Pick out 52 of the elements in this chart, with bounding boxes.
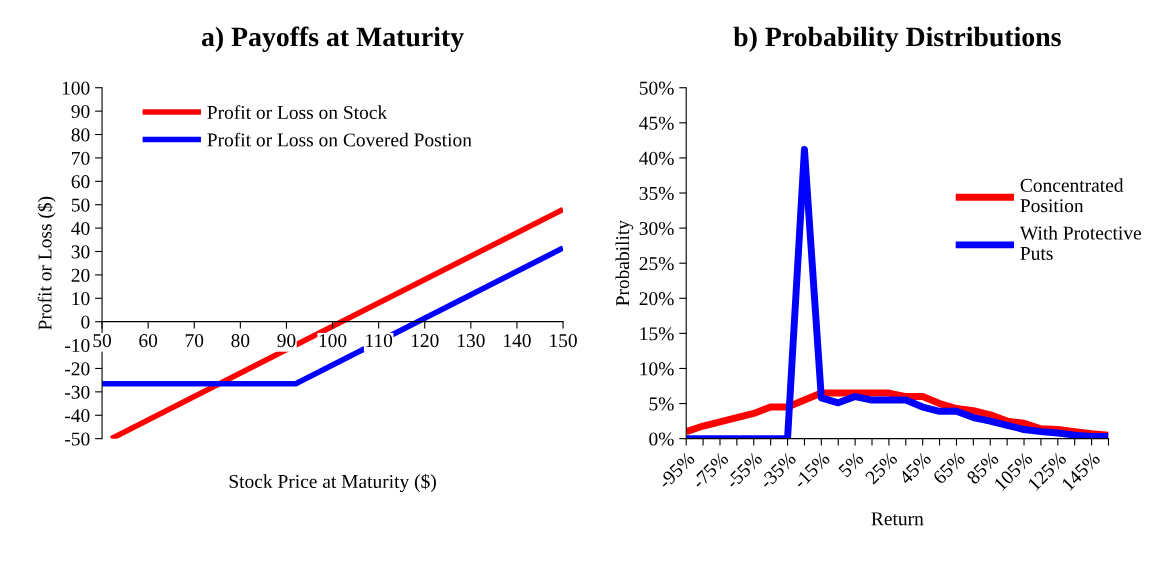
x-tick-label: 70 [185, 334, 204, 348]
y-tick-label: 20% [639, 292, 674, 306]
y-tick-label: 50 [71, 198, 90, 212]
x-tick-label: 65% [932, 451, 966, 485]
x-axis-title: Stock Price at Maturity ($) [229, 473, 436, 493]
y-tick-label: 30% [639, 221, 674, 236]
legend-label: Profit or Loss on Stock [207, 105, 388, 120]
y-tick-label: 60 [71, 175, 90, 189]
y-tick-label: -20 [65, 362, 90, 376]
x-tick-label: 110 [366, 334, 393, 348]
y-tick-label: 35% [639, 186, 674, 201]
legend-label: With Protective Puts [1019, 225, 1141, 260]
y-tick-label: 0% [649, 432, 674, 446]
y-tick-label: 10% [640, 362, 674, 376]
x-tick-label: 5% [837, 451, 865, 478]
x-tick-label: 50 [93, 334, 112, 348]
x-tick-label: 80 [231, 334, 250, 348]
y-tick-label: -30 [65, 385, 90, 399]
y-tick-label: 80 [71, 128, 90, 142]
y-tick-label: 20 [71, 268, 90, 282]
y-tick-label: 40 [71, 221, 90, 236]
y-tick-label: 30 [71, 245, 90, 259]
y-tick-label: 0 [81, 315, 90, 329]
x-tick-label: 25% [864, 451, 899, 485]
y-tick-label: 15% [640, 327, 674, 341]
y-axis-title: Profit or Loss ($) [37, 196, 56, 330]
x-tick-label: 100 [319, 334, 347, 348]
y-tick-label: 40% [639, 151, 674, 165]
y-tick-label: 45% [639, 116, 674, 130]
legend-label: Concentrated Position [1020, 178, 1124, 213]
y-tick-label: 10 [72, 292, 90, 306]
y-tick-label: -40 [65, 409, 90, 423]
y-tick-label: 50% [639, 81, 674, 95]
y-tick-label: 70 [72, 151, 90, 165]
y-tick-label: 100 [62, 81, 90, 95]
legend-label: Profit or Loss on Covered Postion [207, 132, 472, 147]
y-axis-title: Probability [615, 220, 634, 306]
x-axis-title: Return [871, 512, 924, 526]
x-tick-label: 130 [457, 334, 485, 348]
y-tick-label: 90 [71, 104, 90, 119]
x-tick-label: 60 [139, 334, 158, 348]
x-tick-label: 90 [277, 334, 296, 348]
chart-title: a) Payoffs at Maturity [201, 26, 464, 53]
y-tick-label: -10 [65, 338, 90, 353]
chart-title: b) Probability Distributions [733, 26, 1061, 53]
x-tick-label: 150 [550, 334, 577, 348]
x-tick-label: 45% [898, 451, 932, 486]
y-tick-label: 5% [649, 397, 674, 411]
x-tick-label: 140 [504, 334, 531, 348]
y-tick-label: 25% [639, 257, 674, 271]
x-tick-label: 120 [411, 334, 439, 348]
y-tick-label: -50 [65, 432, 90, 446]
